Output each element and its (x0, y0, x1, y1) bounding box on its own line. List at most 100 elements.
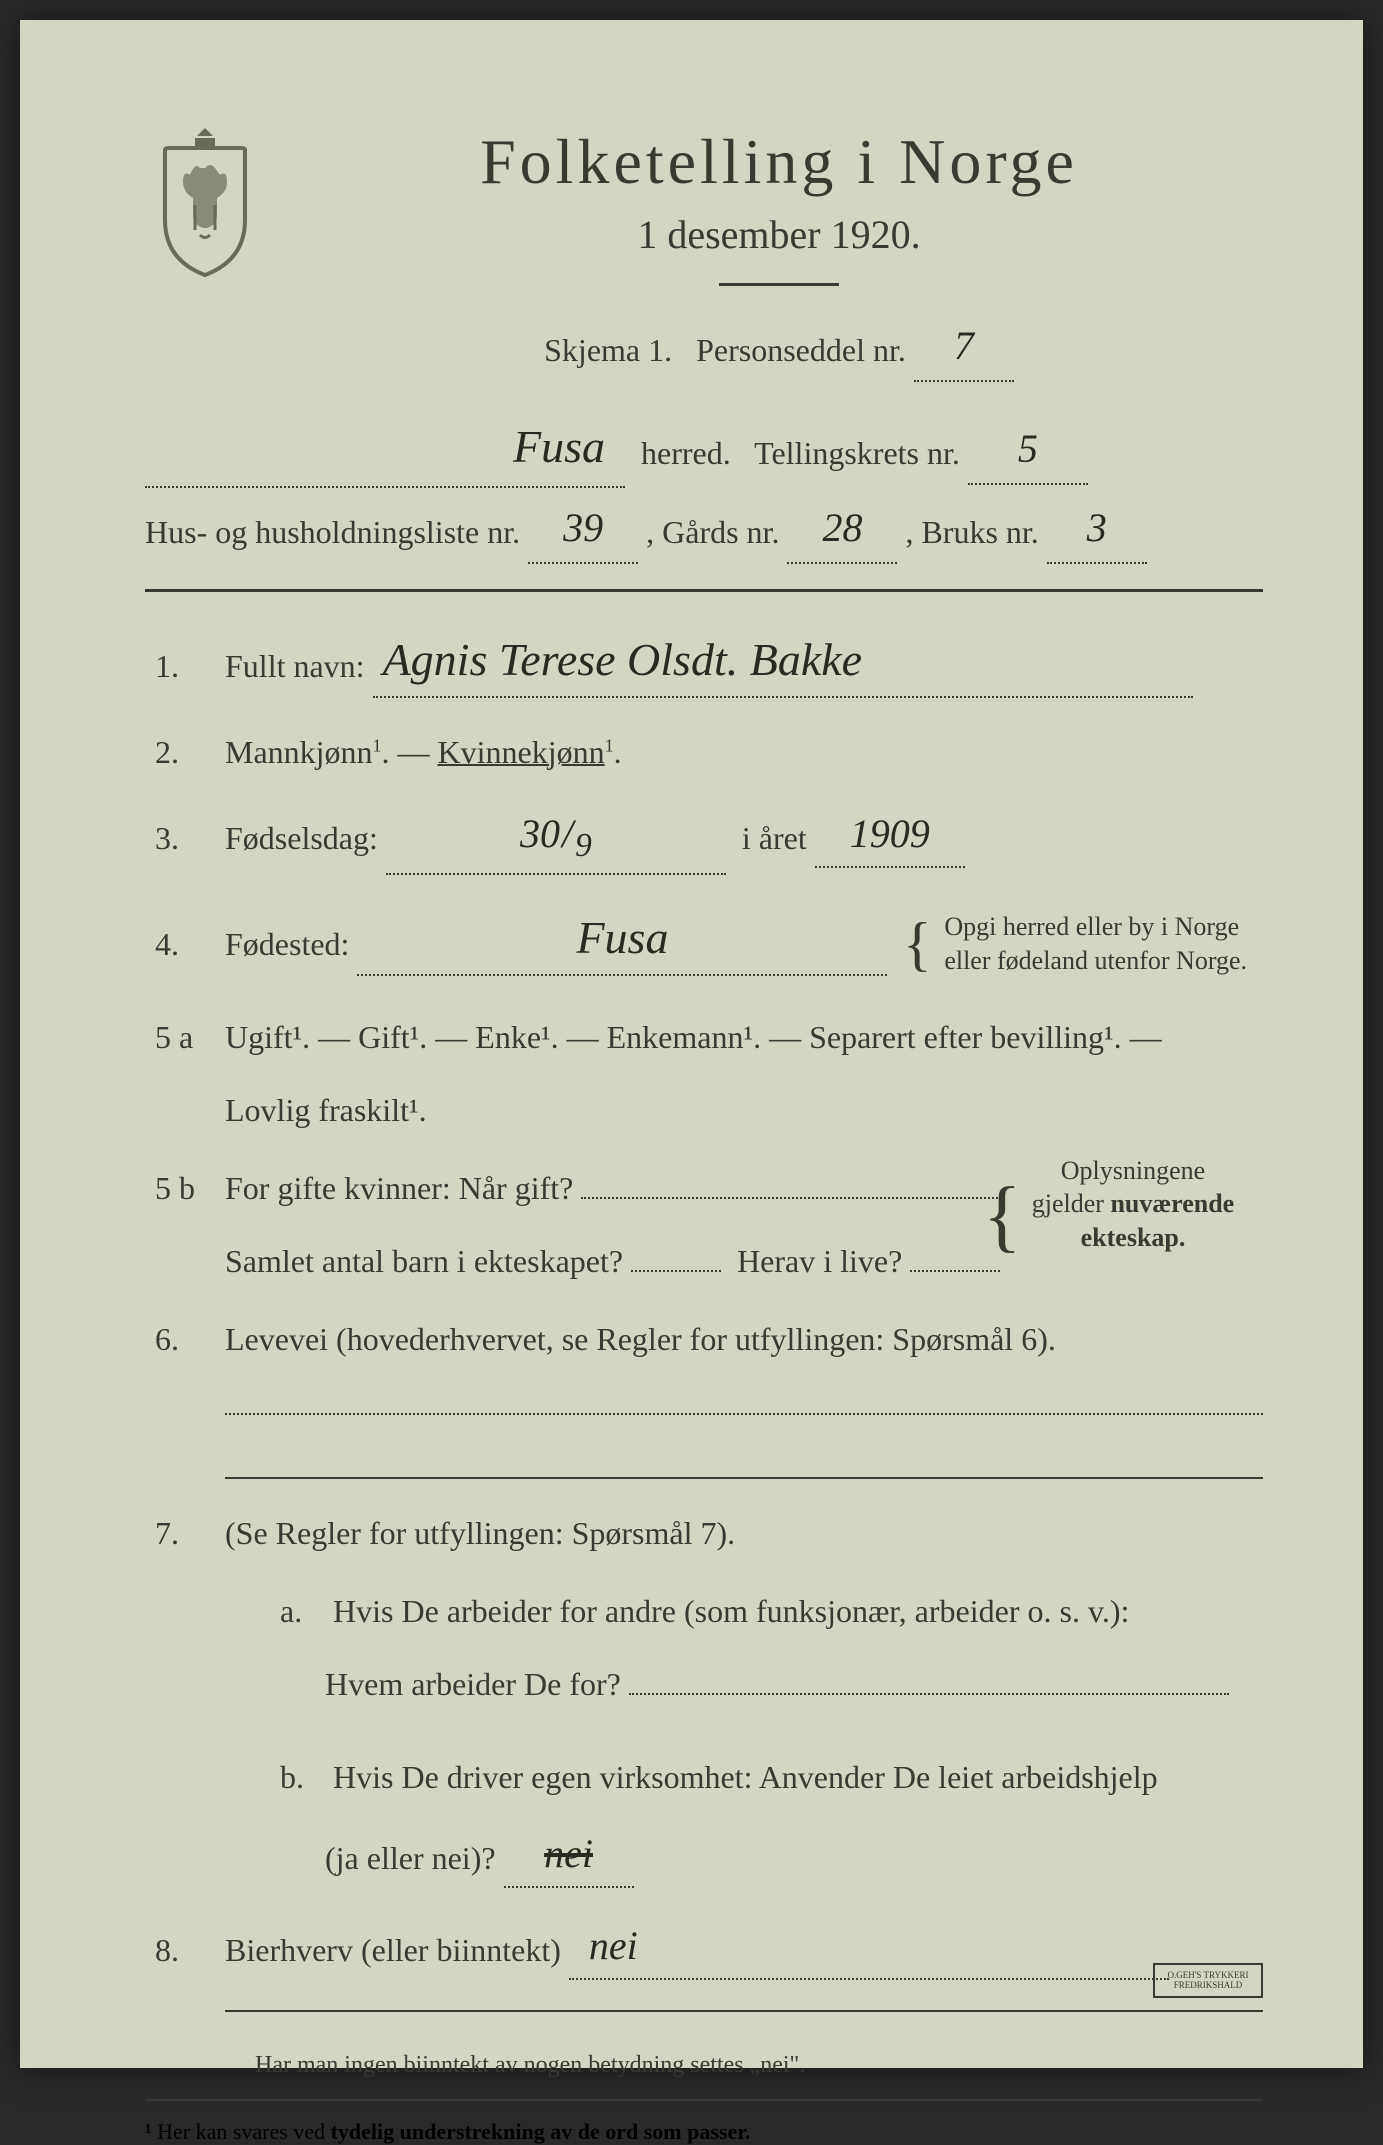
q1-row: 1. Fullt navn: Agnis Terese Olsdt. Bakke (155, 627, 1263, 698)
q5b-live-field (910, 1270, 1000, 1272)
q7-body: (Se Regler for utfyllingen: Spørsmål 7).… (225, 1509, 1263, 1888)
q5b-note1: Oplysningene (1061, 1156, 1205, 1185)
q4-note-2: eller fødeland utenfor Norge. (944, 946, 1247, 975)
separator-1 (145, 589, 1263, 592)
q5b-l2a: Samlet antal barn i ekteskapet? (225, 1243, 623, 1279)
q7a-letter: a. (280, 1587, 325, 1635)
q3-day-field: 30/9 (386, 806, 726, 875)
hus-label: Hus- og husholdningsliste nr. (145, 514, 520, 550)
q6-num: 6. (155, 1315, 225, 1363)
printer-mark: O.GEH'S TRYKKERI FREDRIKSHALD (1153, 1963, 1263, 1998)
q4-note: { Opgi herred eller by i Norge eller fød… (903, 905, 1263, 983)
q1-field: Agnis Terese Olsdt. Bakke (373, 627, 1193, 698)
person-nr: 7 (954, 323, 974, 368)
q8-row: 8. Bierhverv (eller biinntekt) nei (155, 1918, 1263, 1980)
gaard-field: 28 (787, 498, 897, 564)
q4-num: 4. (155, 920, 225, 968)
crest-svg (145, 120, 265, 280)
q5b-gift-field (581, 1197, 1001, 1199)
q4-note-1: Opgi herred eller by i Norge (944, 912, 1239, 941)
q6-label: Levevei (hovederhvervet, se Regler for u… (225, 1321, 1056, 1357)
q3-year-field: 1909 (815, 806, 965, 868)
q6-body: Levevei (hovederhvervet, se Regler for u… (225, 1315, 1263, 1447)
q1-value: Agnis Terese Olsdt. Bakke (383, 634, 863, 685)
q5a-opts2: Lovlig fraskilt¹. (225, 1086, 1263, 1134)
q5a-num: 5 a (155, 1013, 225, 1061)
q6-row: 6. Levevei (hovederhvervet, se Regler fo… (155, 1315, 1263, 1447)
q5b-barn-field (631, 1270, 721, 1272)
q8-value: nei (589, 1923, 638, 1968)
skjema-line: Skjema 1. Personseddel nr. 7 (295, 316, 1263, 382)
q3-label: Fødselsdag: (225, 820, 378, 856)
footnote-1: Har man ingen biinntekt av nogen betydni… (155, 2052, 1263, 2079)
q5a-body: Ugift¹. — Gift¹. — Enke¹. — Enkemann¹. —… (225, 1013, 1263, 1134)
gaard-label: , Gårds nr. (646, 514, 779, 550)
q6-blank-1 (225, 1383, 1263, 1415)
header: Folketelling i Norge 1 desember 1920. Sk… (145, 110, 1263, 392)
q2-num: 2. (155, 728, 225, 776)
hus-nr: 39 (563, 505, 603, 550)
bruk-nr: 3 (1087, 505, 1107, 550)
q7b-field: nei (504, 1826, 634, 1888)
q2-m: Mannkjønn (225, 734, 373, 770)
q2-k: Kvinnekjønn (438, 734, 605, 770)
q1-body: Fullt navn: Agnis Terese Olsdt. Bakke (225, 627, 1263, 698)
q2-body: Mannkjønn1. — Kvinnekjønn1. (225, 728, 1263, 776)
separator-3 (225, 2010, 1263, 2012)
q7b-value: nei (544, 1831, 593, 1876)
q8-label: Bierhverv (eller biinntekt) (225, 1932, 561, 1968)
person-label: Personseddel nr. (696, 332, 906, 368)
q7a-field (629, 1693, 1229, 1695)
q7b-line1: Hvis De driver egen virksomhet: Anvender… (333, 1759, 1158, 1795)
q1-num: 1. (155, 642, 225, 690)
hus-field: 39 (528, 498, 638, 564)
questions: 1. Fullt navn: Agnis Terese Olsdt. Bakke… (145, 627, 1263, 2079)
q5b-row: 5 b { Oplysningene gjelder nuværende ekt… (155, 1164, 1263, 1285)
separator-2 (225, 1477, 1263, 1479)
q5a-opts: Ugift¹. — Gift¹. — Enke¹. — Enkemann¹. —… (225, 1019, 1162, 1055)
q5b-note3: ekteskap. (1081, 1223, 1186, 1252)
q3-row: 3. Fødselsdag: 30/9 i året 1909 (155, 806, 1263, 875)
separator-4 (145, 2099, 1263, 2101)
q4-label: Fødested: (225, 926, 349, 962)
q5b-l2b: Herav i live? (737, 1243, 902, 1279)
q5b-note2: gjelder nuværende (1032, 1189, 1234, 1218)
q7a-line1: Hvis De arbeider for andre (som funksjon… (333, 1593, 1129, 1629)
herred-line: Fusa herred. Tellingskrets nr. 5 (145, 412, 1263, 488)
person-nr-field: 7 (914, 316, 1014, 382)
main-title: Folketelling i Norge (295, 125, 1263, 199)
f2-bold: tydelig understrekning av de ord som pas… (331, 2119, 751, 2144)
herred-field: Fusa (145, 412, 625, 488)
krets-nr: 5 (1018, 426, 1038, 471)
q8-field: nei (569, 1918, 1169, 1980)
q5b-num: 5 b (155, 1164, 225, 1212)
krets-field: 5 (968, 419, 1088, 485)
title-block: Folketelling i Norge 1 desember 1920. Sk… (295, 110, 1263, 392)
q5b-note: { Oplysningene gjelder nuværende ekteska… (1003, 1154, 1263, 1255)
skjema-label: Skjema 1. (544, 332, 672, 368)
title-divider (719, 283, 839, 286)
q7a-line2: Hvem arbeider De for? (325, 1666, 621, 1702)
q8-body: Bierhverv (eller biinntekt) nei (225, 1918, 1263, 1980)
bruk-field: 3 (1047, 498, 1147, 564)
q5b-l1a: For gifte kvinner: Når gift? (225, 1170, 573, 1206)
document-page: Folketelling i Norge 1 desember 1920. Sk… (20, 20, 1363, 2068)
q7-num: 7. (155, 1509, 225, 1557)
q8-num: 8. (155, 1926, 225, 1974)
q7-row: 7. (Se Regler for utfyllingen: Spørsmål … (155, 1509, 1263, 1888)
q4-value: Fusa (576, 912, 668, 963)
q7b-letter: b. (280, 1753, 325, 1801)
q3-year-label: i året (742, 820, 807, 856)
coat-of-arms-icon (145, 120, 265, 280)
krets-label: Tellingskrets nr. (754, 435, 960, 471)
q3-year: 1909 (850, 811, 930, 856)
q4-row: 4. Fødested: Fusa { Opgi herred eller by… (155, 905, 1263, 983)
q3-body: Fødselsdag: 30/9 i året 1909 (225, 806, 1263, 875)
q7b-line2: (ja eller nei)? (325, 1840, 496, 1876)
q4-field: Fusa (357, 905, 887, 976)
q6-lines (225, 1383, 1263, 1415)
q3-date: 30/9 (520, 804, 592, 871)
q5b-body: { Oplysningene gjelder nuværende ekteska… (225, 1164, 1263, 1285)
subtitle: 1 desember 1920. (295, 211, 1263, 258)
q2-sep: — (398, 734, 438, 770)
